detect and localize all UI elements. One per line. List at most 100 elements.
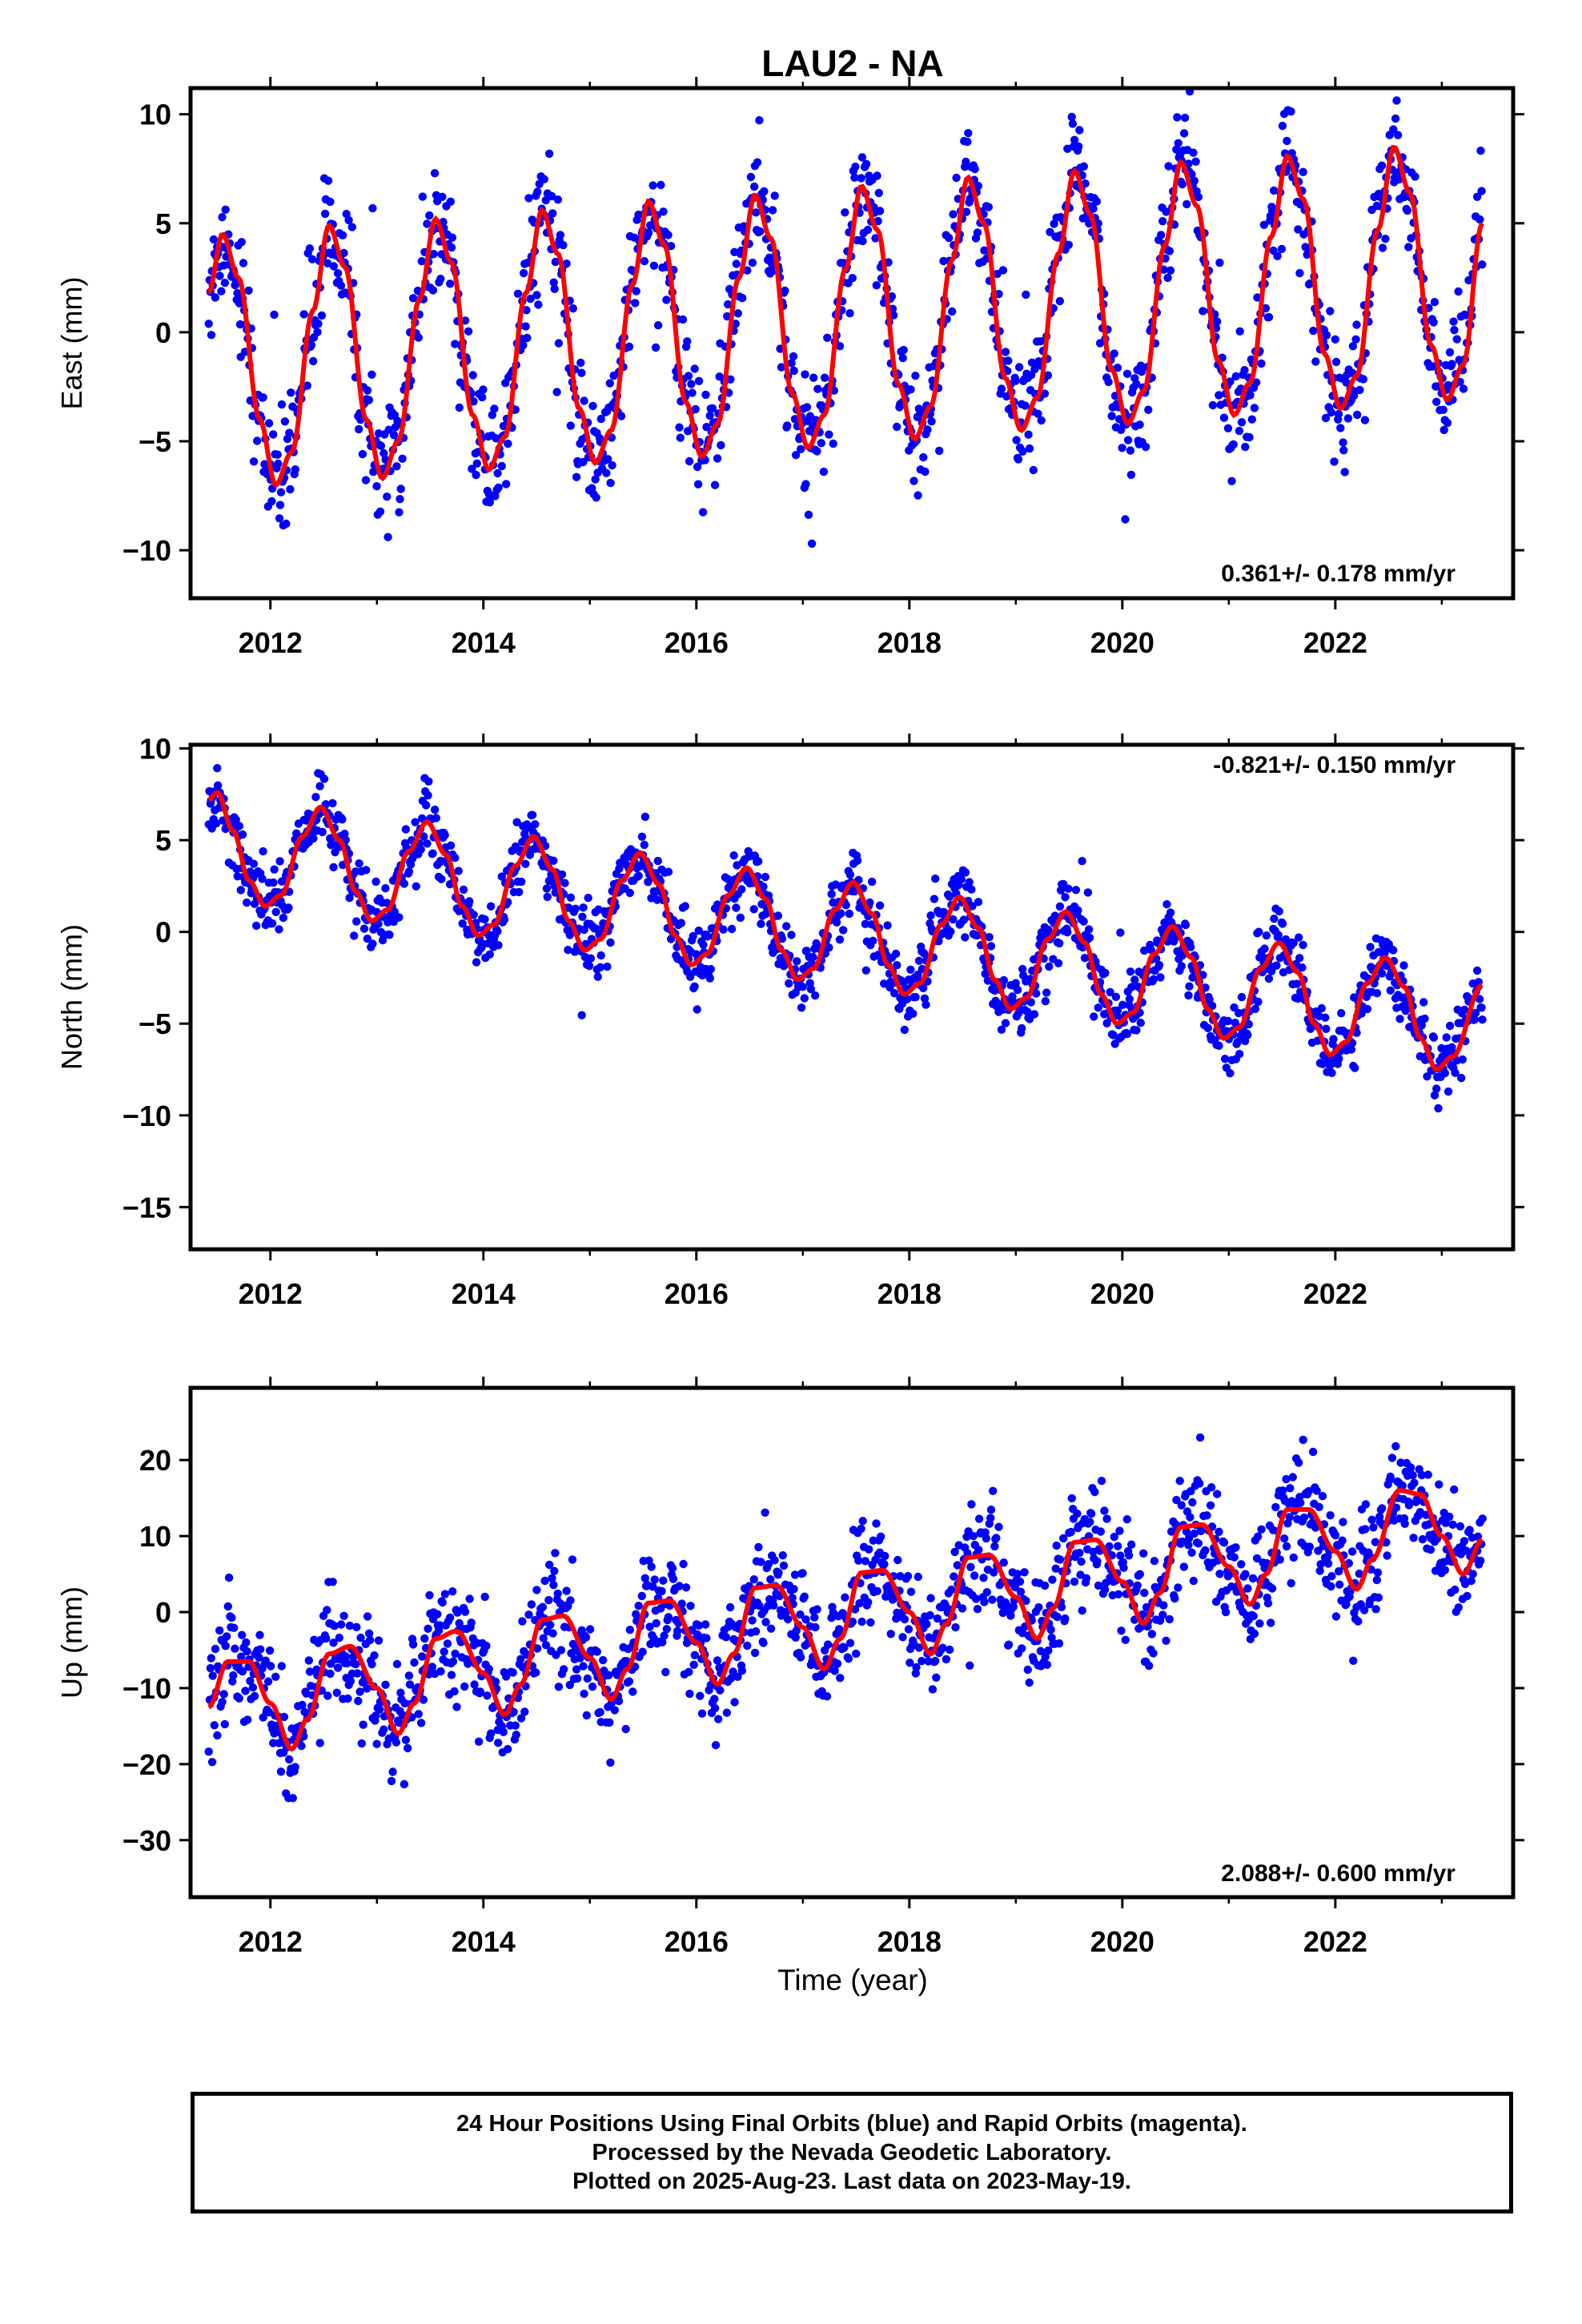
data-point [1353,410,1362,420]
data-point [857,153,867,162]
y-tick-label: 5 [155,207,171,240]
data-point [1363,1004,1372,1014]
data-point [717,440,725,450]
data-point [1327,1582,1335,1591]
data-point [554,1683,564,1691]
data-point [733,309,742,318]
data-point [660,1631,669,1640]
data-point [769,1601,778,1610]
data-point [710,1703,720,1713]
data-point [701,1620,710,1629]
data-point [220,1719,229,1729]
data-point [731,320,740,328]
data-point [1118,444,1126,452]
data-point [210,1721,219,1730]
data-point [499,1727,508,1736]
data-point [968,902,977,911]
data-point [1105,1542,1114,1551]
data-point [548,1629,557,1638]
data-point [1144,405,1153,414]
data-point [1048,1575,1057,1584]
data-point [588,1683,597,1691]
data-point [796,1610,805,1619]
data-point [1090,1012,1098,1021]
data-point [1219,413,1229,422]
data-point [485,498,494,507]
data-point [388,1767,397,1776]
data-point [873,1586,881,1596]
data-point [685,1667,693,1676]
data-point [787,931,796,939]
data-point [515,887,524,897]
data-point [1139,1549,1148,1558]
data-point [1004,1640,1014,1649]
data-point [1445,1512,1454,1522]
data-point [493,468,502,478]
data-point [1476,1556,1485,1566]
data-point [835,342,845,351]
data-point [962,207,971,216]
data-point [1299,167,1307,176]
data-point [797,1003,806,1012]
data-point [381,884,390,893]
data-point [1322,1024,1331,1034]
data-point [911,372,920,380]
data-point [732,903,741,912]
data-point [1308,1447,1318,1457]
data-point [1254,997,1263,1007]
data-point [756,227,765,236]
data-point [1182,1527,1191,1536]
data-point [568,1555,577,1564]
data-point [1059,1534,1068,1543]
data-point [1219,1538,1229,1547]
y-tick-label: −5 [139,425,171,458]
data-point [328,1578,337,1586]
data-point [1067,1494,1077,1503]
data-point [1229,440,1238,449]
plot-frame [188,742,1516,1252]
data-point [330,1622,339,1630]
data-point [440,1647,448,1656]
data-point [404,1743,412,1753]
data-point [1459,384,1468,393]
data-point [1190,1529,1199,1538]
data-point [1179,129,1189,138]
data-point [446,197,455,206]
data-point [1386,986,1395,995]
data-point [1409,1534,1418,1542]
data-point [811,1622,820,1632]
data-point [640,1574,649,1583]
data-point [552,388,561,396]
data-point [602,468,611,477]
data-point [430,169,440,178]
data-point [566,421,575,430]
data-point [237,1652,246,1661]
data-point [1391,114,1400,123]
data-point [1092,197,1102,206]
data-point [1289,1553,1299,1562]
data-point [264,419,274,428]
data-point [1426,1545,1435,1554]
data-point [320,209,330,219]
data-point [448,233,457,242]
data-point [1451,1585,1460,1594]
data-point [259,393,267,402]
data-point [1477,1003,1486,1012]
data-point [875,207,885,215]
data-point [854,1556,863,1565]
data-point [973,1605,982,1614]
data-point [1053,1612,1062,1622]
data-point [218,1698,227,1707]
data-point [275,857,284,866]
data-point [1203,1511,1211,1520]
data-point [743,266,752,275]
data-point [323,1606,331,1614]
data-point [1361,1500,1371,1509]
data-point [1339,438,1347,447]
x-tick-label: 2016 [665,1925,729,1958]
data-point [1178,180,1186,189]
data-point [906,385,915,394]
data-point [1084,925,1094,934]
data-point [931,1656,940,1666]
data-point [1327,1068,1336,1078]
